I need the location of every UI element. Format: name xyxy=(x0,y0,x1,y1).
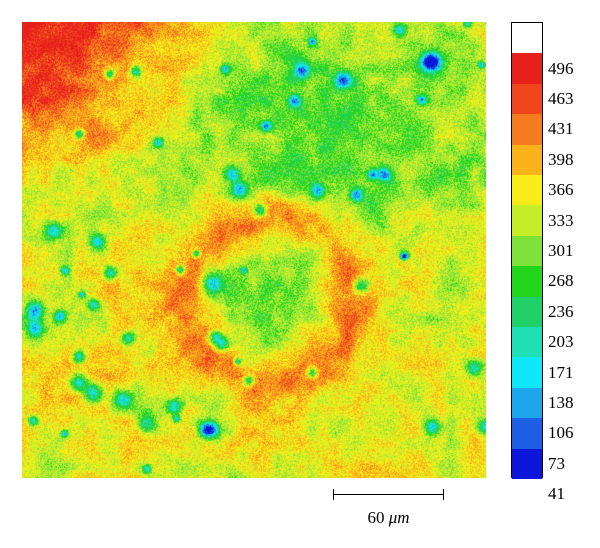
color-scale-swatch xyxy=(512,235,542,267)
color-scale-tick-label: 366 xyxy=(548,180,574,200)
color-scale-tick-label: 203 xyxy=(548,332,574,352)
scale-bar-unit: μm xyxy=(388,508,410,527)
color-scale-swatch xyxy=(512,357,542,389)
color-scale-swatch xyxy=(512,144,542,176)
color-scale-swatch xyxy=(512,296,542,328)
scale-bar-line xyxy=(333,489,444,500)
color-scale-tick-label: 431 xyxy=(548,119,574,139)
height-map-image xyxy=(22,22,486,478)
scale-bar-value: 60 xyxy=(367,508,385,527)
color-scale-tick-label: 398 xyxy=(548,149,574,169)
color-scale-tick-label: 73 xyxy=(548,453,565,473)
color-scale-tick-label: 171 xyxy=(548,362,574,382)
color-scale-tick-label: 236 xyxy=(548,301,574,321)
color-scale-tick-label: 106 xyxy=(548,423,574,443)
color-scale-tick-label: 41 xyxy=(548,484,565,504)
color-scale-swatch xyxy=(512,327,542,358)
color-scale-swatch xyxy=(512,205,542,237)
color-scale-swatch xyxy=(512,266,542,298)
color-scale-tick-label: 301 xyxy=(548,241,574,260)
color-scale-swatch xyxy=(512,83,542,115)
color-scale-swatch xyxy=(512,114,542,146)
color-scale-tick-label: 463 xyxy=(548,89,574,108)
color-scale-swatch xyxy=(512,418,542,450)
color-scale-tick-label: 138 xyxy=(548,393,574,412)
color-scale-swatch xyxy=(512,175,542,206)
color-scale-swatch xyxy=(512,23,542,54)
color-scale-tick-label: 333 xyxy=(548,210,574,230)
color-scale-tick-label: 268 xyxy=(548,271,574,291)
color-scale-swatch xyxy=(512,387,542,419)
color-scale-swatch xyxy=(512,448,542,480)
color-scale-swatch xyxy=(512,53,542,85)
scale-bar-label: 60 μm xyxy=(333,508,444,528)
color-scale-tick-label: 496 xyxy=(548,58,574,78)
color-scale-bar xyxy=(511,22,543,480)
